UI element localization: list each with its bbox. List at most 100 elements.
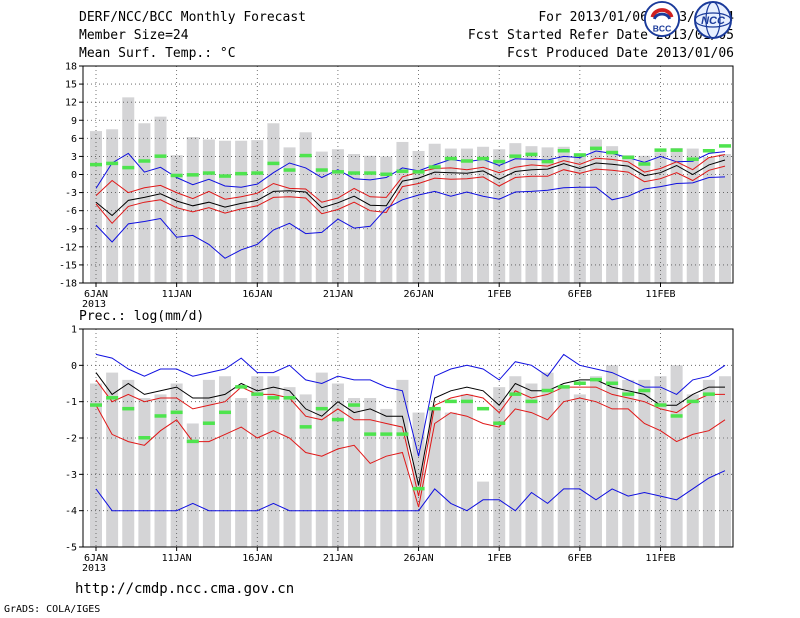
prec-x-tick-label-4: 26JAN [404,553,434,564]
prec-bar-19 [396,379,409,547]
temp-x-tick-label-2: 16JAN [242,289,272,300]
temp-observed-24 [477,156,490,161]
temp-observed-6 [186,173,199,177]
prec-observed-5 [170,410,183,415]
prec-bar-2 [122,379,135,547]
prec-observed-2 [122,406,135,411]
prec-line-upper-red [95,379,725,497]
footer-url[interactable]: http://cmdp.ncc.cma.gov.cn [75,581,295,597]
temp-bar-16 [348,154,361,283]
temp-observed-10 [251,171,264,175]
prec-bar-33 [622,379,635,547]
prec-observed-26 [509,392,522,396]
prec-observed-1 [106,396,119,400]
temp-observed-25 [493,159,506,164]
temp-y-tick-label-0: -18 [59,279,77,290]
prec-observed-20 [412,486,425,491]
temp-x-tick-label-5: 1FEB [487,289,511,300]
prec-line-lower-blue [95,470,726,512]
prec-observed-23 [460,399,473,404]
prec-x-year-label: 2013 [82,563,106,574]
temp-bar-0 [90,131,102,283]
prec-observed-36 [670,414,683,418]
prec-bar-28 [541,372,554,547]
temp-y-tick-label-7: 3 [71,152,77,163]
temp-x-year-label: 2013 [82,299,106,310]
temp-bar-18 [380,156,393,283]
temp-line-upper-blue [95,150,726,189]
temp-bar-26 [509,143,522,283]
temp-observed-12 [283,168,296,172]
temp-y-tick-label-5: -3 [65,188,77,199]
prec-observed-37 [686,399,699,404]
temp-observed-5 [170,173,183,178]
temp-observed-17 [364,171,377,175]
temp-observed-34 [638,162,651,166]
prec-observed-21 [428,406,441,411]
temp-observed-38 [702,148,715,153]
temp-observed-0 [90,162,102,167]
temp-bar-38 [702,157,715,283]
prec-bar-11 [267,376,280,547]
prec-observed-10 [251,392,264,396]
prec-observed-33 [622,392,635,396]
ncc-logo: NCC [694,1,732,39]
temp-observed-29 [557,148,570,153]
prec-observed-25 [493,421,506,425]
prec-bar-12 [283,387,296,547]
prec-x-tick-label-2: 16JAN [242,553,272,564]
temp-bar-5 [170,155,183,283]
prec-observed-15 [331,417,344,422]
fcst-produced-date: Fcst Produced Date 2013/01/06 [507,46,734,61]
prec-line-ensemble-mean-black- [95,372,725,486]
temp-bar-36 [670,147,683,283]
temp-bar-28 [541,147,554,283]
prec-bar-25 [493,387,506,547]
temp-bar-10 [251,140,264,283]
prec-line-upper-blue [95,353,726,457]
prec-bar-38 [702,379,715,547]
temp-bar-11 [267,123,280,283]
prec-y-tick-label-0: -5 [65,543,77,554]
temp-x-tick-label-1: 11JAN [162,289,192,300]
temp-bar-22 [444,148,457,283]
temp-line-upper-red [95,154,726,203]
prec-x-tick-label-5: 1FEB [487,553,511,564]
prec-bar-39 [719,376,731,547]
precipitation-panel-title: Prec.: log(mm/d) [79,309,205,324]
prec-observed-13 [299,425,312,429]
temp-observed-32 [606,150,619,155]
prec-bar-20 [412,412,425,547]
temp-bar-32 [606,146,619,283]
temp-x-tick-label-4: 26JAN [404,289,434,300]
temp-bar-24 [477,146,490,283]
temp-bar-31 [589,139,602,283]
prec-bar-29 [557,387,570,547]
temp-bar-29 [557,146,570,283]
temp-bar-9 [235,140,248,283]
temp-observed-26 [509,154,522,158]
temp-observed-35 [654,148,667,152]
temp-observed-9 [235,171,248,176]
temp-observed-27 [525,152,538,157]
prec-y-tick-label-1: -4 [65,506,77,517]
temp-y-tick-label-8: 6 [71,134,77,145]
prec-observed-38 [702,392,715,396]
prec-bar-6 [186,423,199,547]
prec-observed-28 [541,388,554,393]
prec-x-tick-label-1: 11JAN [162,553,192,564]
temp-frame [82,65,734,284]
temp-line-lower-red [95,165,726,225]
temp-observed-21 [428,165,441,169]
temp-observed-15 [331,170,344,174]
prec-observed-7 [202,421,215,425]
grads-credit: GrADS: COLA/IGES [4,604,101,615]
prec-bar-23 [460,394,473,547]
temp-bar-39 [719,154,731,283]
prec-bar-14 [315,372,328,547]
temp-x-tick-label-6: 6FEB [568,289,592,300]
prec-bar-18 [380,408,393,547]
prec-observed-16 [348,403,361,407]
prec-observed-29 [557,385,570,389]
